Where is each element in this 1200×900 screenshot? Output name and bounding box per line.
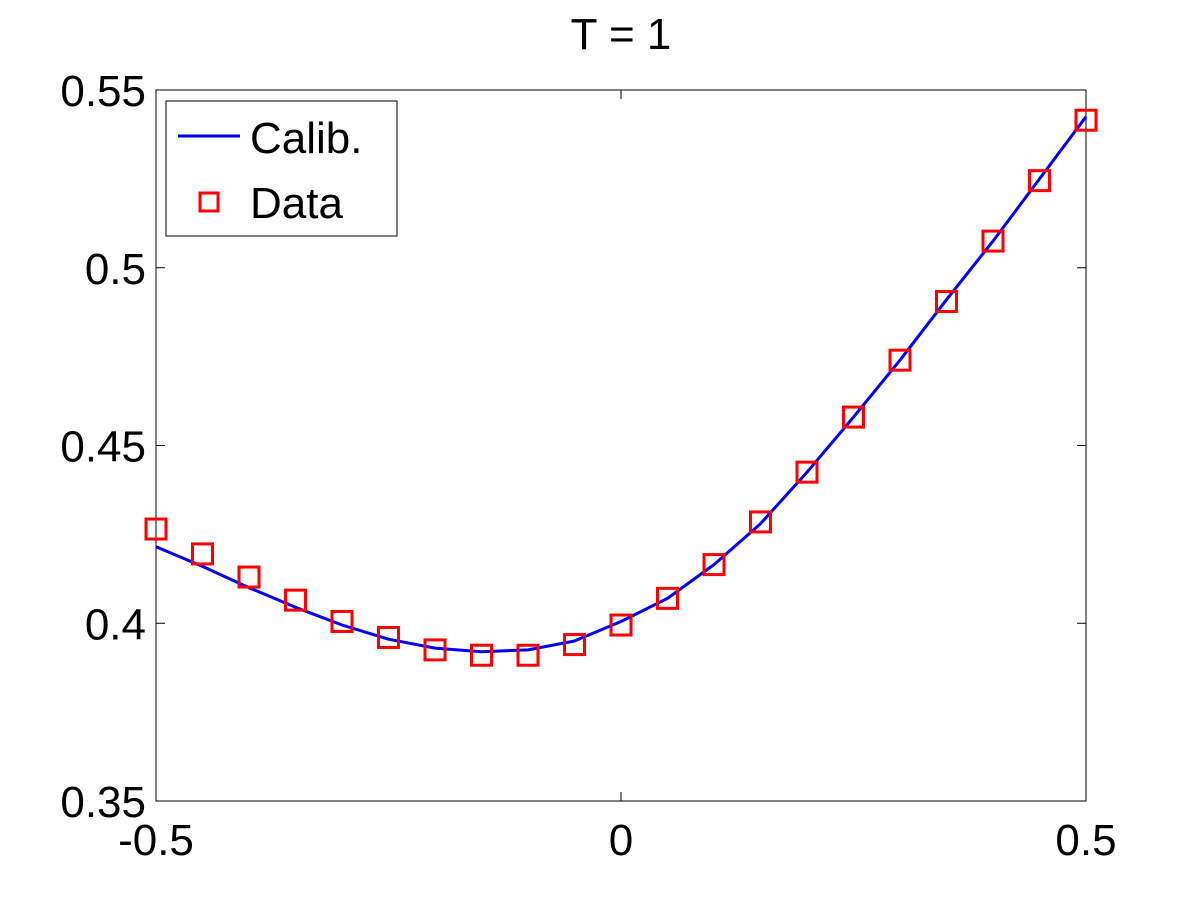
x-tick-label: 0.5 bbox=[1055, 816, 1116, 865]
data-point bbox=[609, 613, 633, 637]
data-point bbox=[935, 290, 958, 314]
data-point bbox=[144, 517, 168, 541]
data-point bbox=[377, 625, 400, 649]
data-point bbox=[1074, 108, 1098, 132]
ticks bbox=[155, 89, 1087, 802]
chart-title: T = 1 bbox=[571, 10, 672, 59]
data-point bbox=[516, 643, 540, 667]
y-tick-label: 0.45 bbox=[60, 423, 146, 472]
data-point bbox=[656, 586, 679, 610]
calib-line bbox=[155, 115, 1088, 654]
y-tick-label: 0.55 bbox=[60, 67, 146, 116]
data-point bbox=[470, 643, 493, 667]
data-point bbox=[330, 609, 354, 633]
series-layer bbox=[144, 108, 1098, 667]
data-point bbox=[237, 565, 261, 589]
legend: Calib. Data bbox=[165, 100, 398, 237]
y-tick-label: 0.5 bbox=[85, 245, 146, 294]
data-point bbox=[702, 553, 726, 577]
tick-labels: -0.5 0 0.5 0.35 0.4 0.45 0.5 0.55 bbox=[60, 67, 1116, 865]
data-point bbox=[888, 348, 912, 372]
data-point bbox=[284, 588, 307, 612]
legend-data-marker-sample bbox=[198, 191, 220, 213]
y-tick-label: 0.35 bbox=[60, 778, 146, 827]
legend-box bbox=[165, 100, 398, 237]
data-point bbox=[795, 460, 819, 484]
x-tick-label: 0 bbox=[609, 816, 633, 865]
legend-data-label: Data bbox=[250, 179, 343, 228]
data-point bbox=[191, 542, 214, 566]
data-point bbox=[749, 510, 772, 534]
x-tick-label: -0.5 bbox=[118, 816, 194, 865]
legend-calib-label: Calib. bbox=[250, 114, 363, 163]
y-tick-label: 0.4 bbox=[85, 600, 146, 649]
data-point bbox=[563, 633, 586, 657]
data-point bbox=[842, 405, 865, 429]
data-point bbox=[981, 229, 1005, 253]
data-point bbox=[423, 638, 447, 662]
data-point bbox=[1028, 169, 1051, 193]
